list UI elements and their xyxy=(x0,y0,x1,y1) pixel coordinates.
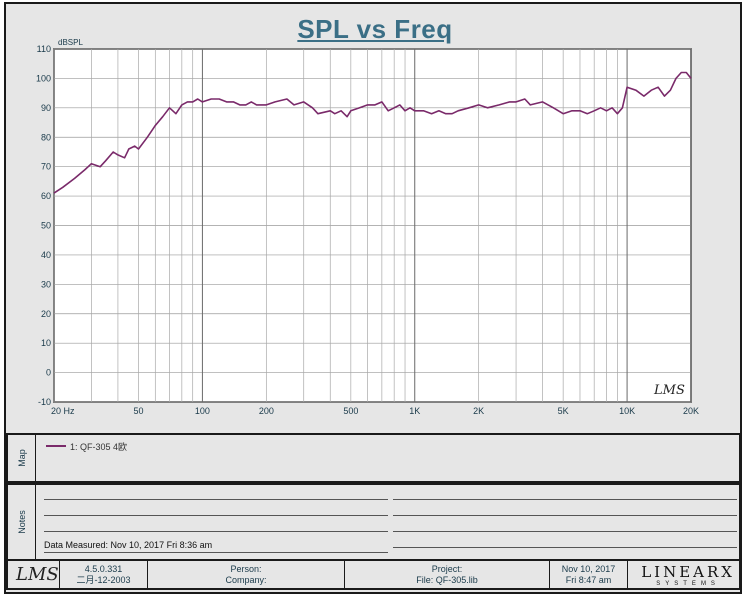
lms-logo: LMS xyxy=(16,564,59,585)
lms-watermark: LMS xyxy=(653,383,685,398)
x-tick-label: 200 xyxy=(259,406,274,416)
grid-lines xyxy=(53,48,692,403)
y-tick-label: 50 xyxy=(41,221,51,231)
series-line xyxy=(53,71,692,194)
note-line[interactable] xyxy=(393,547,737,548)
brand-sub: SYSTEMS xyxy=(656,581,720,587)
x-axis-ticks: 20 Hz 50 100 200 500 1K 2K 5K 10K 20K xyxy=(51,406,699,416)
note-line xyxy=(44,552,388,553)
version-cell: 4.5.0.331 二月-12-2003 xyxy=(60,561,148,588)
person-label: Person: xyxy=(230,564,262,574)
footer-date: Nov 10, 2017 xyxy=(561,564,616,574)
legend-entry[interactable]: 1: QF-305 4欧 xyxy=(70,442,128,452)
notes-panel: Notes Data Measured: Nov 10, 2017 Fri 8:… xyxy=(6,483,741,561)
person-cell: Person: Company: xyxy=(148,561,345,588)
map-label: Map xyxy=(16,449,27,467)
data-measured: Data Measured: Nov 10, 2017 Fri 8:36 am xyxy=(44,540,213,550)
date-cell: Nov 10, 2017 Fri 8:47 am xyxy=(550,561,628,588)
map-side-label: Map xyxy=(8,435,36,481)
x-tick-label: 20 Hz xyxy=(51,406,75,416)
y-tick-label: 110 xyxy=(37,44,51,54)
project-cell: Project: File: QF-305.lib xyxy=(345,561,550,588)
version-date: 二月-12-2003 xyxy=(76,575,131,585)
map-panel: Map 1: QF-305 4欧 xyxy=(6,433,741,483)
footer-time: Fri 8:47 am xyxy=(565,575,612,585)
y-tick-label: 40 xyxy=(41,250,51,260)
footer-logo-cell: LMS xyxy=(8,561,60,588)
x-tick-label: 20K xyxy=(683,406,699,416)
note-line[interactable] xyxy=(393,515,737,516)
notes-label: Notes xyxy=(16,510,27,534)
project-label: Project: xyxy=(431,564,463,574)
y-tick-label: 60 xyxy=(41,191,51,201)
y-tick-label: 30 xyxy=(41,279,51,289)
company-label: Company: xyxy=(225,575,267,585)
y-tick-label: 70 xyxy=(41,162,51,172)
linearx-logo: LINEARX SYSTEMS xyxy=(641,563,735,587)
note-line[interactable] xyxy=(44,499,388,500)
note-line[interactable] xyxy=(393,499,737,500)
footer-bar: LMS 4.5.0.331 二月-12-2003 Person: Company… xyxy=(6,559,741,590)
file-label: File: QF-305.lib xyxy=(416,575,478,585)
chart-title: SPL vs Freq xyxy=(297,14,453,44)
version-number: 4.5.0.331 xyxy=(84,564,123,574)
y-tick-label: 0 xyxy=(46,368,51,378)
series-group xyxy=(53,71,692,194)
y-axis-label: dBSPL xyxy=(58,38,83,47)
x-tick-label: 10K xyxy=(619,406,635,416)
note-line[interactable] xyxy=(44,531,388,532)
x-tick-label: 5K xyxy=(558,406,569,416)
y-tick-label: 100 xyxy=(36,73,51,83)
y-tick-label: -10 xyxy=(38,397,51,407)
x-tick-label: 50 xyxy=(133,406,143,416)
notes-side-label: Notes xyxy=(8,485,36,559)
y-tick-label: 10 xyxy=(41,338,51,348)
brand-name: LINEARX xyxy=(641,563,735,581)
note-line[interactable] xyxy=(393,531,737,532)
y-tick-label: 80 xyxy=(41,132,51,142)
x-tick-label: 500 xyxy=(343,406,358,416)
note-line[interactable] xyxy=(44,515,388,516)
x-tick-label: 2K xyxy=(473,406,484,416)
x-tick-label: 1K xyxy=(409,406,420,416)
y-tick-label: 90 xyxy=(41,103,51,113)
legend-swatch xyxy=(46,445,66,447)
x-tick-label: 100 xyxy=(195,406,210,416)
y-tick-label: 20 xyxy=(41,309,51,319)
